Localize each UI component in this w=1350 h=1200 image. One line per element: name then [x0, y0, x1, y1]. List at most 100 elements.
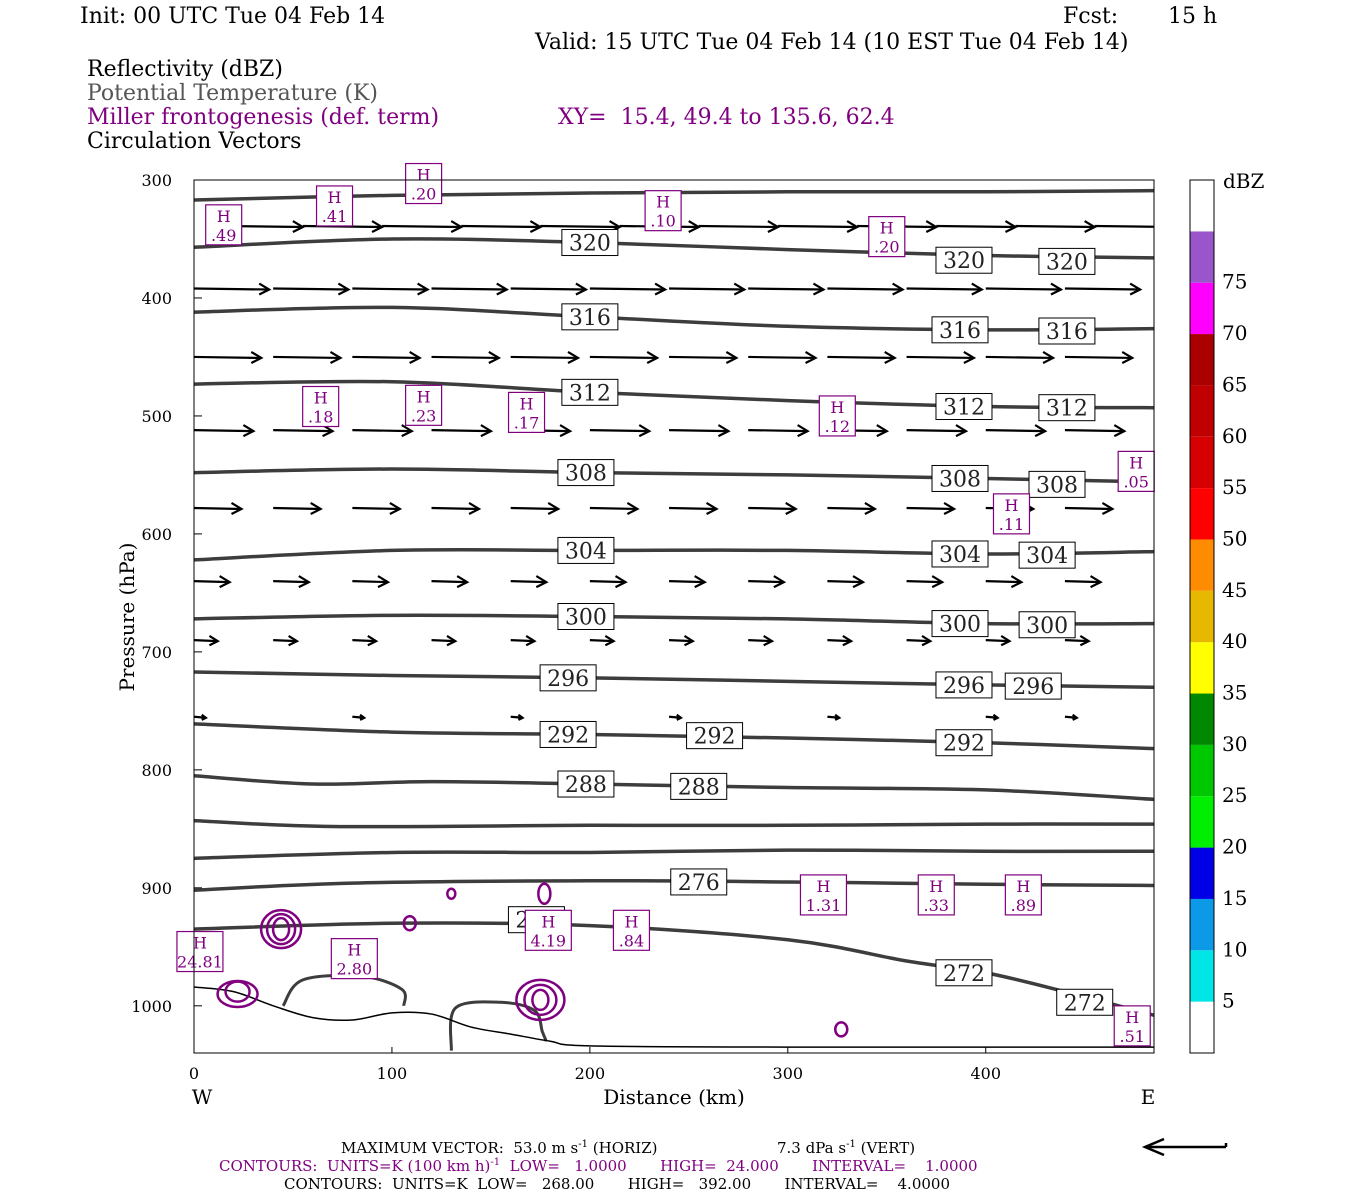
- theta-label-text: 300: [1026, 614, 1068, 639]
- colorbar-label: 25: [1222, 783, 1247, 807]
- vector-shaft: [431, 287, 507, 291]
- circulation-vector-1-9: [906, 282, 985, 296]
- circulation-vector-6-2: [352, 635, 379, 647]
- frontogenesis-high: H.51: [1113, 1005, 1151, 1047]
- circulation-vector-6-10: [985, 635, 1012, 647]
- circulation-vector-4-2: [352, 502, 403, 515]
- vector-shaft: [540, 224, 620, 229]
- vector-shaft: [985, 638, 1010, 643]
- vector-head: [694, 575, 707, 589]
- high-value: .17: [514, 413, 539, 432]
- theta-label-box: [935, 393, 993, 421]
- vector-head: [992, 713, 1000, 721]
- colorbar-bin: [1190, 385, 1214, 437]
- high-marker-letter: H: [193, 934, 207, 953]
- x-end-label-east: E: [1141, 1085, 1156, 1109]
- theta-contour-loop-0: [281, 973, 407, 1007]
- vector-head: [931, 575, 945, 589]
- high-box: [612, 909, 651, 951]
- circulation-vector-1-10: [985, 282, 1064, 296]
- vector-head: [329, 351, 343, 364]
- theta-label-box: [1038, 247, 1096, 275]
- y-tick-label: 600: [141, 525, 172, 544]
- circulation-vector-1-6: [669, 282, 747, 296]
- circulation-vector-5-2: [352, 575, 391, 589]
- vector-head: [852, 575, 866, 589]
- high-box: [405, 162, 443, 205]
- x-tick-label: 0: [189, 1064, 199, 1083]
- theta-contour-label: 312: [561, 378, 619, 406]
- theta-label-text: 292: [547, 723, 589, 748]
- frontogenesis-contour-1: [265, 912, 297, 946]
- circulation-vector-4-6: [669, 502, 719, 515]
- theta-contour-label: 304: [1018, 541, 1076, 569]
- colorbar-label: 75: [1222, 270, 1247, 294]
- vector-head: [446, 635, 458, 647]
- contours-frontogenesis-note: CONTOURS: UNITS=K (100 km h)-1 LOW= 1.00…: [219, 1157, 978, 1175]
- vector-shaft: [1064, 429, 1125, 433]
- y-tick-label: 700: [141, 643, 172, 662]
- circulation-vector-4-8: [827, 502, 878, 515]
- high-value: .49: [211, 226, 236, 245]
- vector-head: [1101, 502, 1115, 515]
- vector-shaft: [194, 287, 270, 291]
- field-reflectivity: Reflectivity (dBZ): [87, 57, 283, 82]
- vector-head: [797, 424, 810, 438]
- high-box: [405, 384, 443, 426]
- high-value: .33: [924, 896, 949, 915]
- high-box: [644, 190, 682, 232]
- theta-label-text: 296: [1012, 675, 1054, 700]
- vector-head: [1042, 351, 1056, 364]
- vector-head: [230, 502, 244, 515]
- circulation-vector-0-3: [461, 220, 543, 233]
- colorbar-label: 10: [1222, 937, 1247, 961]
- colorbar-label: 55: [1222, 475, 1247, 499]
- theta-label-text: 288: [565, 773, 607, 798]
- vector-shaft: [669, 506, 717, 511]
- high-marker-letter: H: [656, 193, 670, 212]
- high-value: .12: [825, 417, 850, 436]
- vector-head: [298, 575, 312, 589]
- y-tick-label: 1000: [131, 997, 172, 1016]
- high-marker-letter: H: [217, 207, 231, 226]
- vector-shaft: [431, 429, 491, 433]
- reference-vector-icon: [1141, 1137, 1228, 1157]
- high-box: [917, 874, 955, 916]
- circulation-vector-5-8: [827, 575, 866, 589]
- theta-label-text: 304: [565, 539, 607, 564]
- vector-head: [310, 502, 323, 515]
- circulation-vector-1-3: [431, 282, 510, 296]
- vector-head: [1034, 424, 1048, 438]
- vector-head: [456, 575, 470, 589]
- high-marker-letter: H: [880, 219, 894, 238]
- high-value: 4.19: [530, 931, 566, 950]
- vector-shaft: [827, 580, 864, 584]
- vector-head: [367, 635, 379, 647]
- vector-shaft: [827, 355, 895, 360]
- x-tick-label: 100: [377, 1064, 408, 1083]
- vector-shaft: [1064, 355, 1133, 360]
- theta-contour-label: 288: [670, 772, 728, 800]
- circulation-vector-4-7: [748, 502, 799, 515]
- circulation-vector-2-1: [273, 351, 343, 364]
- field-potential-temperature: Potential Temperature (K): [87, 81, 378, 106]
- colorbar-bin: [1190, 539, 1214, 591]
- colorbar-bin: [1190, 334, 1214, 386]
- high-marker-letter: H: [347, 941, 361, 960]
- theta-label-text: 316: [569, 306, 611, 331]
- theta-label-box: [935, 246, 993, 274]
- high-box: [315, 185, 354, 227]
- vector-shaft: [431, 580, 468, 584]
- theta-label-box: [935, 671, 993, 699]
- vector-shaft: [461, 224, 541, 229]
- theta-contour-label: 316: [931, 316, 989, 344]
- vector-shaft: [827, 638, 852, 643]
- colorbar-label: 15: [1222, 886, 1247, 910]
- vector-shaft: [194, 506, 242, 511]
- vector-shaft: [194, 429, 254, 433]
- theta-contour-1: [194, 237, 1154, 260]
- field-circulation-vectors: Circulation Vectors: [87, 129, 302, 154]
- vector-shaft: [748, 580, 784, 584]
- vector-head: [389, 502, 403, 515]
- high-value: .89: [1011, 896, 1036, 915]
